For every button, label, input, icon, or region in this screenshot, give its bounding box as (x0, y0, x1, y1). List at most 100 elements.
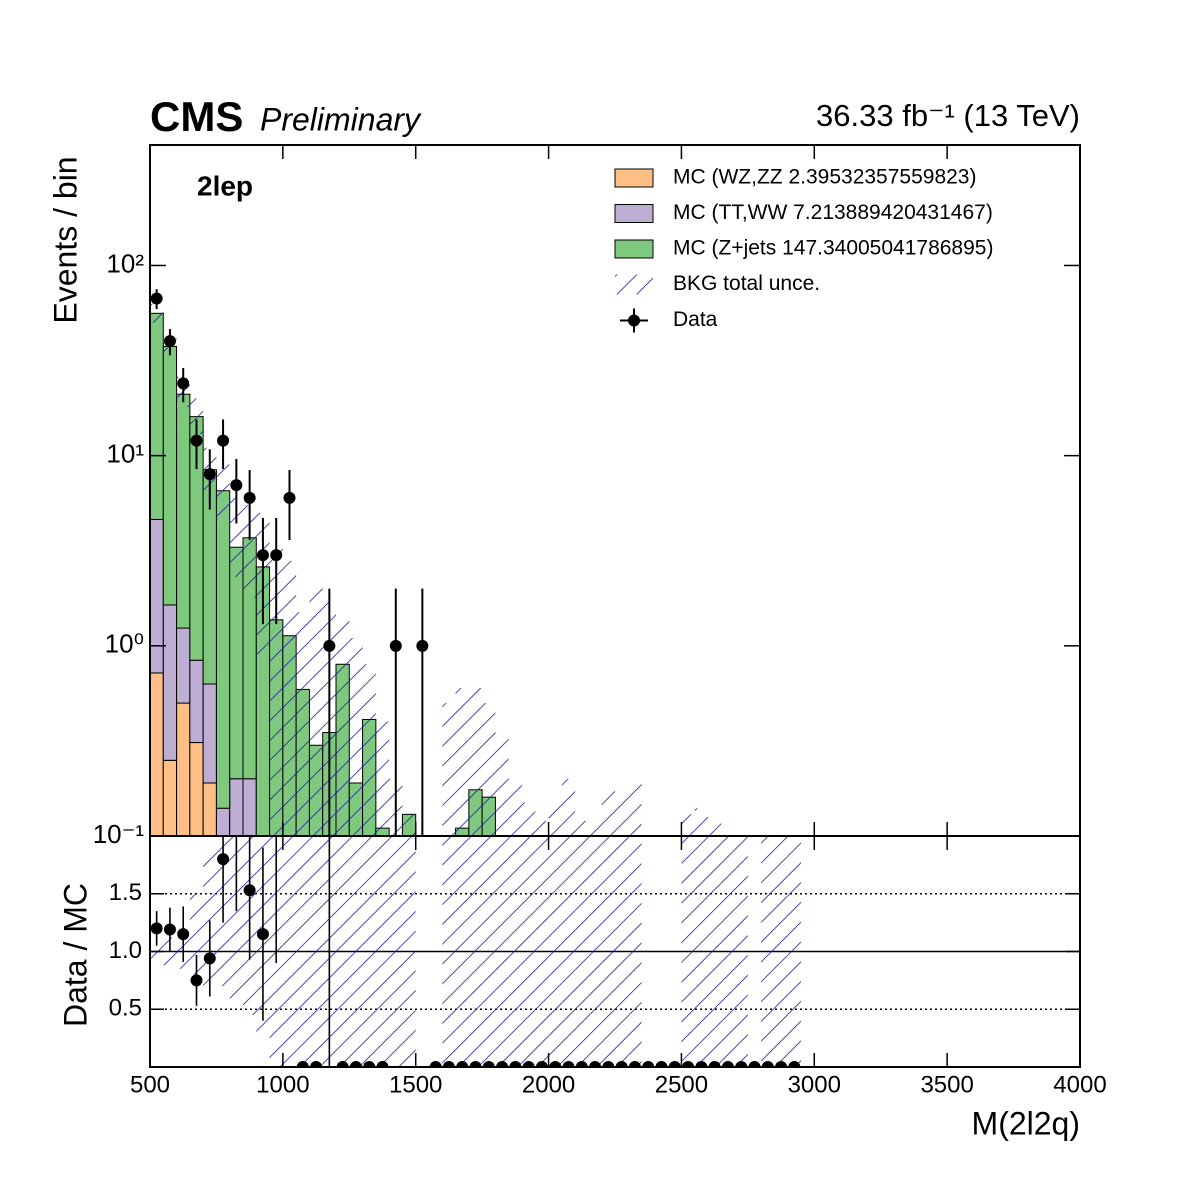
y-tick-label: 10¹ (106, 439, 144, 469)
ratio-point (735, 1061, 748, 1067)
ratio-band (482, 836, 496, 1067)
uncertainty-band (402, 814, 416, 836)
x-tick-label: 1500 (389, 1071, 442, 1098)
status: Preliminary (260, 101, 422, 137)
ratio-point (310, 1061, 323, 1067)
ratio-band (296, 836, 310, 1067)
uncertainty-band (216, 464, 230, 522)
uncertainty-band (508, 778, 522, 836)
ratio-point (748, 1061, 761, 1067)
uncertainty-band (495, 732, 509, 836)
x-tick-label: 3000 (788, 1071, 841, 1098)
y-tick-label: 10⁰ (105, 629, 144, 659)
data-point (217, 434, 230, 447)
x-tick-label: 4000 (1053, 1071, 1106, 1098)
stack-bar (162, 345, 178, 606)
ratio-band (495, 836, 509, 1067)
ratio-band (601, 836, 615, 1067)
data-point (150, 292, 163, 305)
ratio-panel (150, 836, 1080, 1067)
legend-label: BKG total unce. (673, 272, 820, 295)
uncertainty-band (282, 560, 297, 836)
ratio-band (389, 836, 403, 1067)
legend-label: MC (WZ,ZZ 2.39532357559823) (673, 166, 976, 189)
stack-bar (202, 683, 217, 784)
uncertainty-band (150, 303, 164, 323)
data-point (190, 434, 203, 447)
ratio-point (668, 1061, 681, 1067)
uncertainty-band (189, 398, 204, 434)
ratio-band (721, 836, 735, 1067)
ratio-band (402, 836, 416, 1067)
ratio-point (217, 853, 230, 866)
ratio-point (562, 1061, 575, 1067)
ratio-point (442, 1061, 455, 1067)
data-point (203, 468, 216, 481)
data-point (163, 335, 176, 348)
ratio-point (788, 1061, 801, 1067)
ratio-point (177, 928, 190, 941)
stack-bar (189, 742, 204, 836)
x-tick-label: 3500 (920, 1071, 973, 1098)
stack-bar (162, 604, 178, 761)
ratio-band (375, 836, 390, 1067)
ratio-band (229, 836, 243, 1004)
ratio-band (535, 836, 549, 1067)
y-axis-label: Events / bin (47, 156, 83, 323)
legend-swatch (614, 239, 654, 259)
data-point (416, 639, 429, 652)
ratio-band (349, 836, 363, 1067)
legend-swatch (614, 204, 654, 223)
uncertainty-band (575, 820, 589, 836)
ratio-band (774, 836, 788, 1067)
ratio-band (615, 836, 629, 1067)
data-point (177, 377, 190, 390)
stack-bar (150, 518, 164, 674)
legend-label: MC (TT,WW 7.213889420431467) (673, 201, 993, 224)
x-tick-label: 500 (130, 1071, 170, 1098)
stack-bar (176, 627, 191, 704)
uncertainty-band (468, 688, 483, 836)
uncertainty-band (375, 721, 390, 836)
ratio-point (429, 1061, 442, 1067)
axes: 0.5 1.0 1.5 10⁻¹ 10⁰ 10¹ 10² 500 1000 1500 2000 250… (93, 144, 1107, 1098)
ratio-band (561, 836, 576, 1067)
ratio-point (655, 1061, 668, 1067)
ratio-point (589, 1061, 602, 1067)
ratio-y-tick-label: 0.5 (109, 995, 142, 1022)
lumi: 36.33 fb⁻¹ (13 TeV) (816, 98, 1080, 133)
ratio-point (721, 1061, 734, 1067)
legend-label: MC (Z+jets 147.34005041786895) (673, 237, 993, 260)
ratio-band (694, 836, 708, 1067)
ratio-band (734, 836, 748, 1067)
ratio-y-axis-label: Data / MC (57, 883, 93, 1027)
ratio-band (455, 836, 469, 1067)
ratio-band (681, 836, 695, 1067)
uncertainty-band (615, 792, 629, 836)
ratio-band (588, 836, 602, 1067)
stack-bar (229, 546, 244, 780)
ratio-band (336, 836, 350, 1067)
ratio-point (602, 1061, 615, 1067)
uncertainty-band (535, 820, 549, 836)
ratio-band (628, 836, 642, 1067)
x-tick-label: 2000 (522, 1071, 575, 1098)
data-point (270, 549, 283, 562)
uncertainty-band (548, 802, 562, 836)
uncertainty-band (455, 688, 469, 836)
uncertainty-band (229, 497, 243, 578)
stack-bar (189, 659, 204, 744)
region-label: 2lep (197, 170, 253, 201)
x-axis-label: M(2l2q) (972, 1105, 1080, 1141)
ratio-point (695, 1061, 708, 1067)
ratio-y-tick-label: 1.0 (109, 937, 142, 964)
data-point (389, 639, 402, 652)
stack-bar (162, 759, 178, 836)
ratio-point (628, 1061, 641, 1067)
uncertainty-band (681, 814, 695, 836)
experiment: CMS (150, 93, 243, 140)
stack-bar (176, 702, 191, 836)
uncertainty-band (243, 505, 257, 598)
ratio-point (575, 1061, 588, 1067)
